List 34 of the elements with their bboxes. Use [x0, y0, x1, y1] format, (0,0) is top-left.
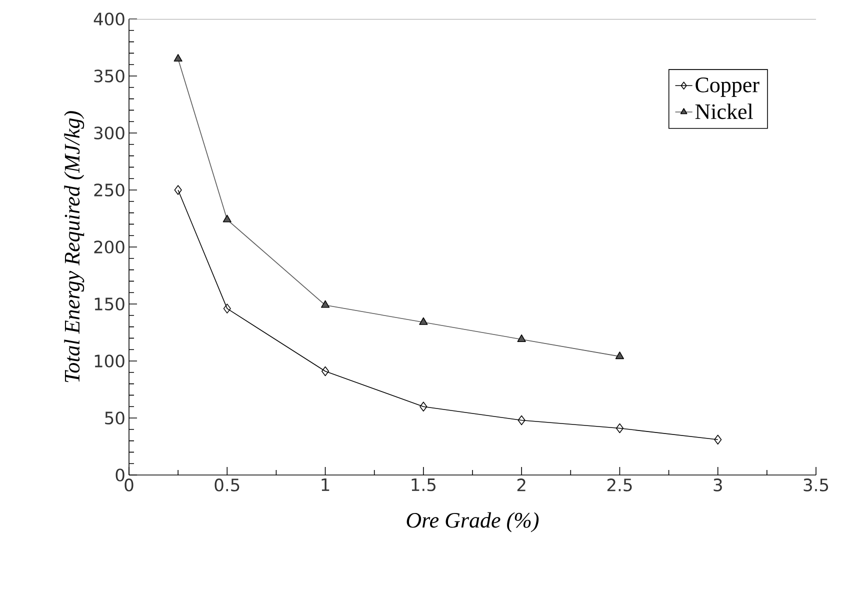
- point: [174, 185, 182, 195]
- point: [616, 423, 624, 434]
- point: [320, 300, 330, 308]
- y-tick-label: 350: [94, 70, 124, 82]
- y-tick-label: 400: [94, 12, 124, 26]
- x-tick-label: 3.5: [804, 478, 828, 492]
- y-tick-label: 200: [94, 240, 124, 254]
- x-tick-label: 1: [322, 478, 330, 491]
- legend-label: Nickel: [695, 104, 753, 120]
- y-tick-label: 250: [94, 184, 124, 196]
- x-tick-label: 0: [124, 478, 134, 492]
- y-axis-title: Total Energy Required (MJ/kg): [64, 111, 84, 382]
- point: [419, 317, 428, 325]
- x-tick-label: 2.5: [607, 478, 632, 492]
- point: [322, 366, 330, 376]
- y-tick-label: 100: [94, 354, 124, 368]
- point: [518, 415, 526, 426]
- point: [615, 352, 624, 360]
- point: [222, 214, 232, 222]
- point: [420, 402, 428, 412]
- x-tick-label: 0.5: [214, 478, 240, 492]
- point: [714, 434, 722, 445]
- point: [517, 334, 526, 342]
- y-tick-label: 150: [94, 298, 124, 310]
- point: [223, 304, 231, 314]
- point: [174, 54, 182, 62]
- legend-label: Copper: [696, 78, 760, 97]
- x-tick-label: 1.5: [412, 478, 436, 492]
- x-tick-label: 2: [517, 478, 526, 492]
- x-axis-title: Ore Grade (%): [406, 512, 539, 532]
- y-tick-label: 300: [94, 126, 124, 140]
- y-tick-label: 0: [116, 468, 124, 482]
- x-tick-label: 3: [714, 478, 722, 492]
- y-tick-label: 50: [105, 412, 124, 424]
